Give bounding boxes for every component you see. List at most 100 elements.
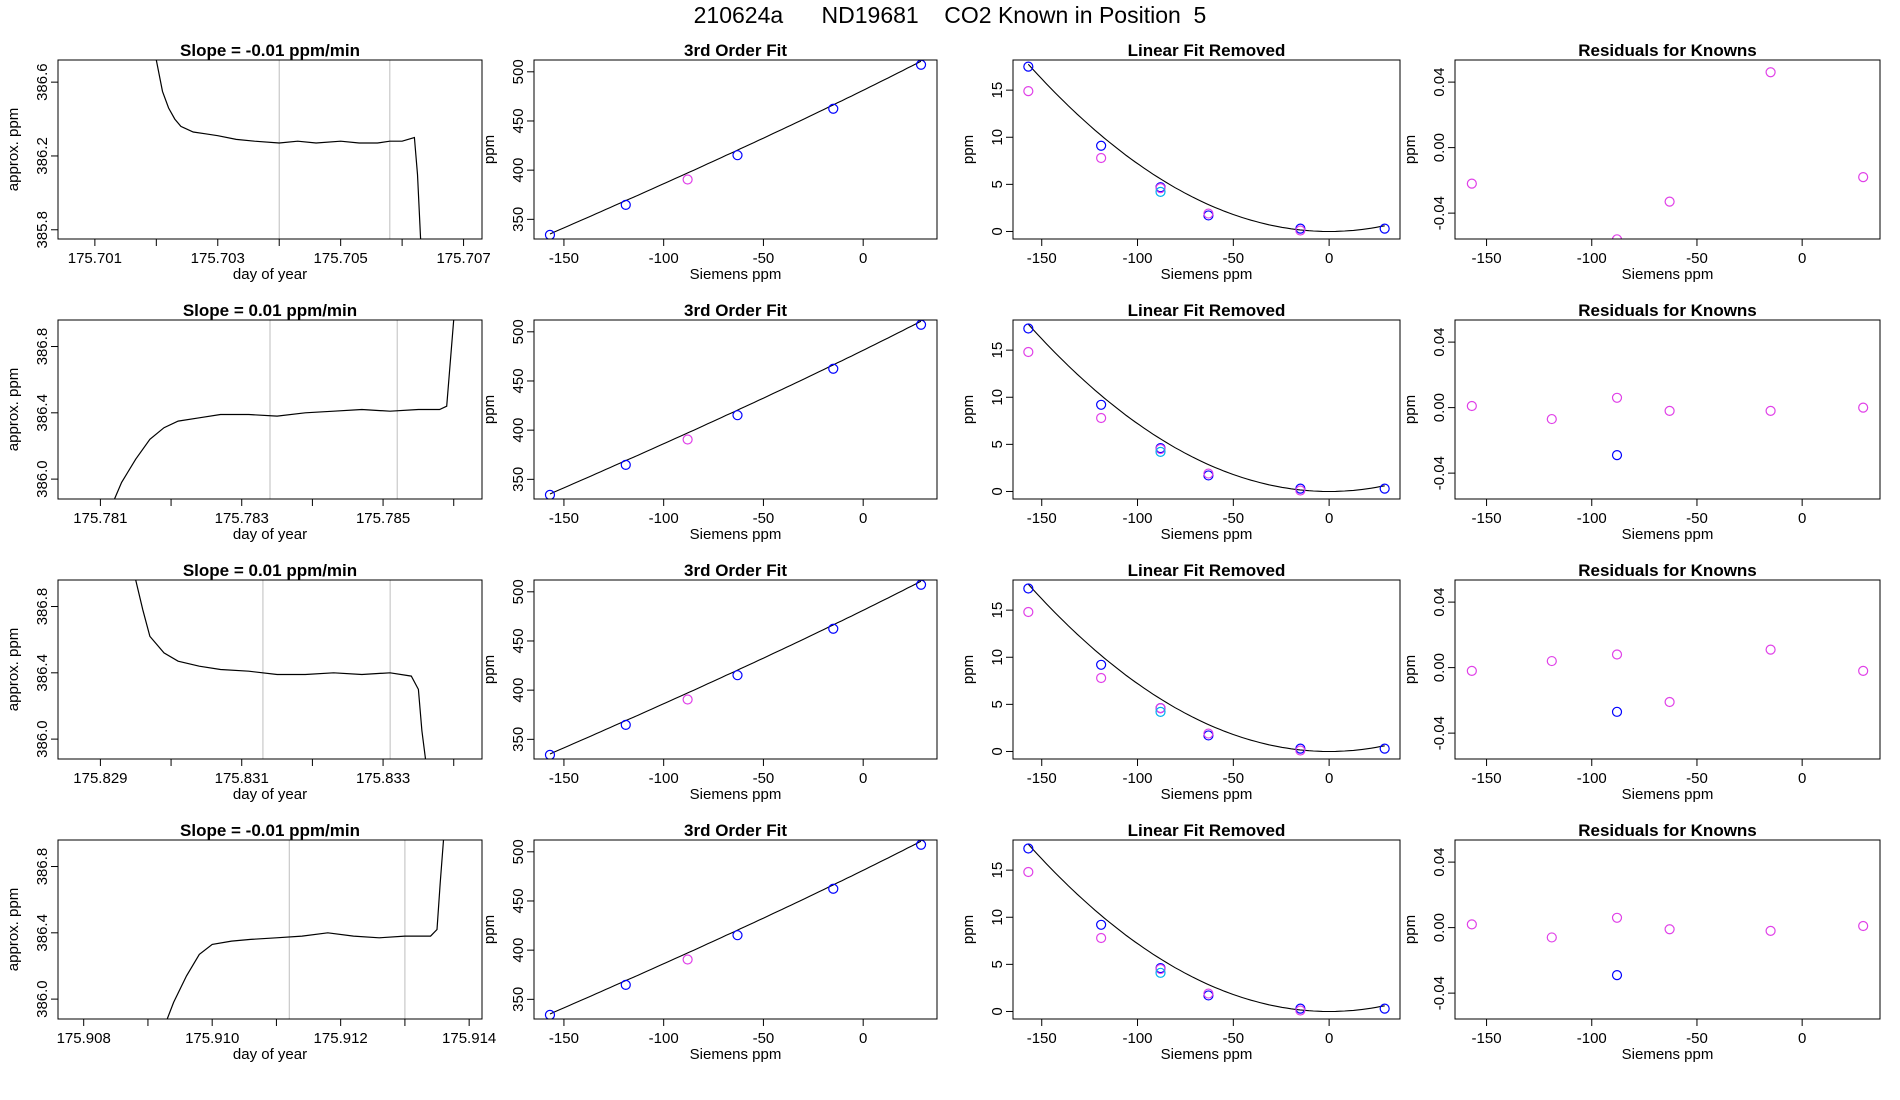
data-point-known bbox=[1096, 152, 1107, 164]
fit-curve bbox=[1027, 63, 1385, 233]
y-axis-label: ppm bbox=[1402, 135, 1419, 164]
data-point-knowns bbox=[1858, 402, 1869, 413]
data-point-standards bbox=[1023, 583, 1034, 594]
x-tick-label: 175.785 bbox=[356, 510, 410, 527]
x-tick-label: 0 bbox=[1325, 250, 1333, 267]
data-point-standards bbox=[732, 410, 743, 421]
x-axis-label: day of year bbox=[233, 266, 307, 283]
x-tick-label: 0 bbox=[1798, 770, 1806, 787]
x-tick-label: -100 bbox=[1123, 250, 1153, 267]
y-tick-label: 450 bbox=[510, 888, 527, 913]
x-tick-label: -50 bbox=[1222, 250, 1244, 267]
x-tick-label: 175.831 bbox=[215, 770, 269, 787]
y-axis-label: ppm bbox=[481, 655, 498, 684]
y-tick-label: 0.04 bbox=[1431, 328, 1448, 357]
y-tick-label: 386.4 bbox=[34, 914, 51, 952]
x-tick-label: -100 bbox=[1577, 510, 1607, 527]
x-tick-label: -100 bbox=[1577, 250, 1607, 267]
y-tick-label: 10 bbox=[989, 129, 1006, 146]
chart-r1c2: -150 -100 -50 0 350 400 450 500 3rd Order Fit Sie… bbox=[481, 41, 938, 283]
x-tick-label: 175.912 bbox=[314, 1030, 368, 1047]
data-point-knowns bbox=[1546, 413, 1557, 425]
fit-curve bbox=[1027, 843, 1385, 1013]
data-point-known bbox=[1023, 606, 1034, 618]
data-point-known bbox=[1155, 963, 1166, 975]
data-point-knowns bbox=[1611, 234, 1623, 239]
x-tick-label: -150 bbox=[1472, 250, 1502, 267]
x-tick-label: 0 bbox=[859, 770, 867, 787]
x-axis-label: Siemens ppm bbox=[690, 786, 782, 803]
y-axis-label: ppm bbox=[1402, 395, 1419, 424]
y-axis-label: approx. ppm bbox=[5, 888, 22, 971]
data-point-known bbox=[682, 434, 693, 445]
y-tick-label: 15 bbox=[989, 602, 1006, 619]
data-trace bbox=[135, 580, 427, 759]
chart-r2c1: 175.781 175.783 175.785 386.0 386.4 386.8 Slop… bbox=[5, 301, 483, 543]
data-point-known bbox=[1096, 412, 1107, 424]
data-trace bbox=[166, 840, 445, 1019]
x-axis-label: Siemens ppm bbox=[1161, 266, 1253, 283]
data-point-knowns bbox=[1466, 919, 1477, 930]
chart-r2c2: -150 -100 -50 0 350 400 450 500 3rd Order Fit Sie… bbox=[481, 301, 938, 543]
data-point-knowns bbox=[1858, 171, 1869, 183]
x-tick-label: -100 bbox=[1577, 1030, 1607, 1047]
data-point-standards bbox=[620, 979, 631, 990]
x-tick-label: -150 bbox=[549, 510, 579, 527]
y-tick-label: 0 bbox=[989, 1007, 1006, 1015]
chart-r1c4: -150 -100 -50 0 -0.04 0.00 0.04 Residuals for K… bbox=[1402, 41, 1881, 283]
chart-title: 3rd Order Fit bbox=[684, 41, 787, 60]
y-tick-label: 386.2 bbox=[34, 137, 51, 175]
y-axis-label: ppm bbox=[960, 135, 977, 164]
plot-frame bbox=[1454, 319, 1881, 500]
data-point-knowns bbox=[1664, 924, 1675, 935]
y-tick-label: 500 bbox=[510, 319, 527, 344]
plot-frame bbox=[533, 839, 938, 1020]
y-tick-label: -0.04 bbox=[1431, 196, 1448, 230]
data-point-known bbox=[1295, 1005, 1306, 1016]
y-tick-label: 0 bbox=[989, 747, 1006, 755]
data-point-standards bbox=[544, 489, 556, 499]
data-point-knowns bbox=[1466, 400, 1477, 412]
data-point-standards bbox=[828, 883, 839, 894]
x-tick-label: -150 bbox=[549, 250, 579, 267]
data-point-standards bbox=[828, 363, 839, 374]
plot-frame bbox=[533, 319, 938, 500]
x-tick-label: 0 bbox=[1325, 510, 1333, 527]
x-axis-label: Siemens ppm bbox=[1161, 526, 1253, 543]
data-point-known bbox=[1023, 866, 1034, 878]
y-tick-label: 350 bbox=[510, 207, 527, 232]
x-axis-label: Siemens ppm bbox=[1622, 266, 1714, 283]
y-tick-label: 350 bbox=[510, 727, 527, 752]
chart-title: Linear Fit Removed bbox=[1128, 561, 1286, 580]
y-tick-label: 385.8 bbox=[34, 211, 51, 249]
y-tick-label: 500 bbox=[510, 839, 527, 864]
y-tick-label: 386.8 bbox=[34, 328, 51, 366]
x-tick-label: 175.914 bbox=[442, 1030, 496, 1047]
x-tick-label: -100 bbox=[1123, 510, 1153, 527]
x-tick-label: 175.783 bbox=[215, 510, 269, 527]
y-tick-label: 15 bbox=[989, 342, 1006, 359]
chart-title: Linear Fit Removed bbox=[1128, 41, 1286, 60]
data-trace bbox=[155, 60, 422, 239]
y-tick-label: -0.04 bbox=[1431, 716, 1448, 750]
chart-title: 3rd Order Fit bbox=[684, 561, 787, 580]
data-point-known bbox=[1203, 208, 1214, 219]
data-point-knowns bbox=[1765, 925, 1776, 936]
data-point-knowns bbox=[1664, 405, 1675, 416]
x-tick-label: -50 bbox=[753, 250, 775, 267]
x-tick-label: -100 bbox=[649, 250, 679, 267]
chart-r1c3: -150 -100 -50 0 0 5 10 15 Linear Fit Removed Siem… bbox=[960, 41, 1401, 283]
y-tick-label: -0.04 bbox=[1431, 456, 1448, 490]
data-point-reference bbox=[1611, 706, 1623, 717]
data-point-known bbox=[1203, 988, 1214, 999]
x-tick-label: 0 bbox=[1798, 510, 1806, 527]
data-point-knowns bbox=[1611, 392, 1623, 403]
data-point-knowns bbox=[1664, 196, 1675, 207]
chart-title: 3rd Order Fit bbox=[684, 301, 787, 320]
data-point-standards bbox=[544, 1009, 556, 1019]
x-axis-label: Siemens ppm bbox=[690, 1046, 782, 1063]
data-point-knowns bbox=[1765, 644, 1776, 655]
x-tick-label: 175.707 bbox=[436, 250, 490, 267]
x-tick-label: -100 bbox=[649, 1030, 679, 1047]
data-point-known bbox=[1295, 745, 1306, 756]
